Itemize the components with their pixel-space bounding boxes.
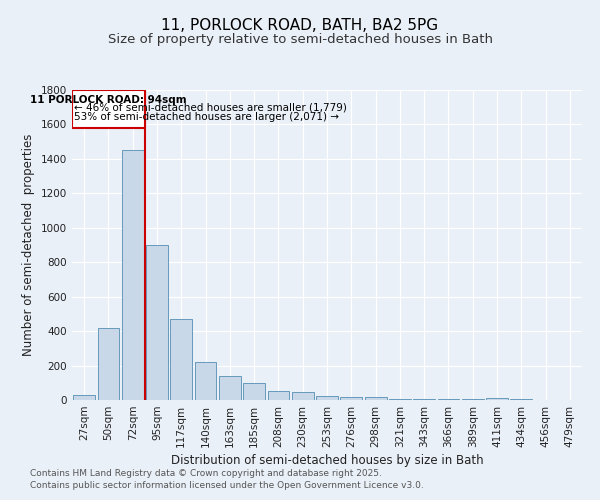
Y-axis label: Number of semi-detached  properties: Number of semi-detached properties — [22, 134, 35, 356]
Text: Size of property relative to semi-detached houses in Bath: Size of property relative to semi-detach… — [107, 32, 493, 46]
Text: 53% of semi-detached houses are larger (2,071) →: 53% of semi-detached houses are larger (… — [74, 112, 340, 122]
Bar — [268, 390, 289, 400]
Bar — [73, 395, 95, 400]
Bar — [413, 399, 435, 400]
Text: Contains HM Land Registry data © Crown copyright and database right 2025.: Contains HM Land Registry data © Crown c… — [30, 468, 382, 477]
Bar — [219, 376, 241, 400]
Text: 11 PORLOCK ROAD: 94sqm: 11 PORLOCK ROAD: 94sqm — [30, 95, 187, 105]
X-axis label: Distribution of semi-detached houses by size in Bath: Distribution of semi-detached houses by … — [170, 454, 484, 467]
Bar — [389, 398, 411, 400]
Text: ← 46% of semi-detached houses are smaller (1,779): ← 46% of semi-detached houses are smalle… — [74, 103, 347, 113]
Text: Contains public sector information licensed under the Open Government Licence v3: Contains public sector information licen… — [30, 481, 424, 490]
Bar — [72, 90, 145, 128]
Bar — [97, 328, 119, 400]
Bar — [194, 362, 217, 400]
Bar — [243, 383, 265, 400]
Bar — [146, 245, 168, 400]
Bar — [292, 392, 314, 400]
Bar — [316, 396, 338, 400]
Bar — [365, 398, 386, 400]
Bar — [122, 150, 143, 400]
Bar — [340, 396, 362, 400]
Text: 11, PORLOCK ROAD, BATH, BA2 5PG: 11, PORLOCK ROAD, BATH, BA2 5PG — [161, 18, 439, 32]
Bar — [170, 319, 192, 400]
Bar — [486, 398, 508, 400]
